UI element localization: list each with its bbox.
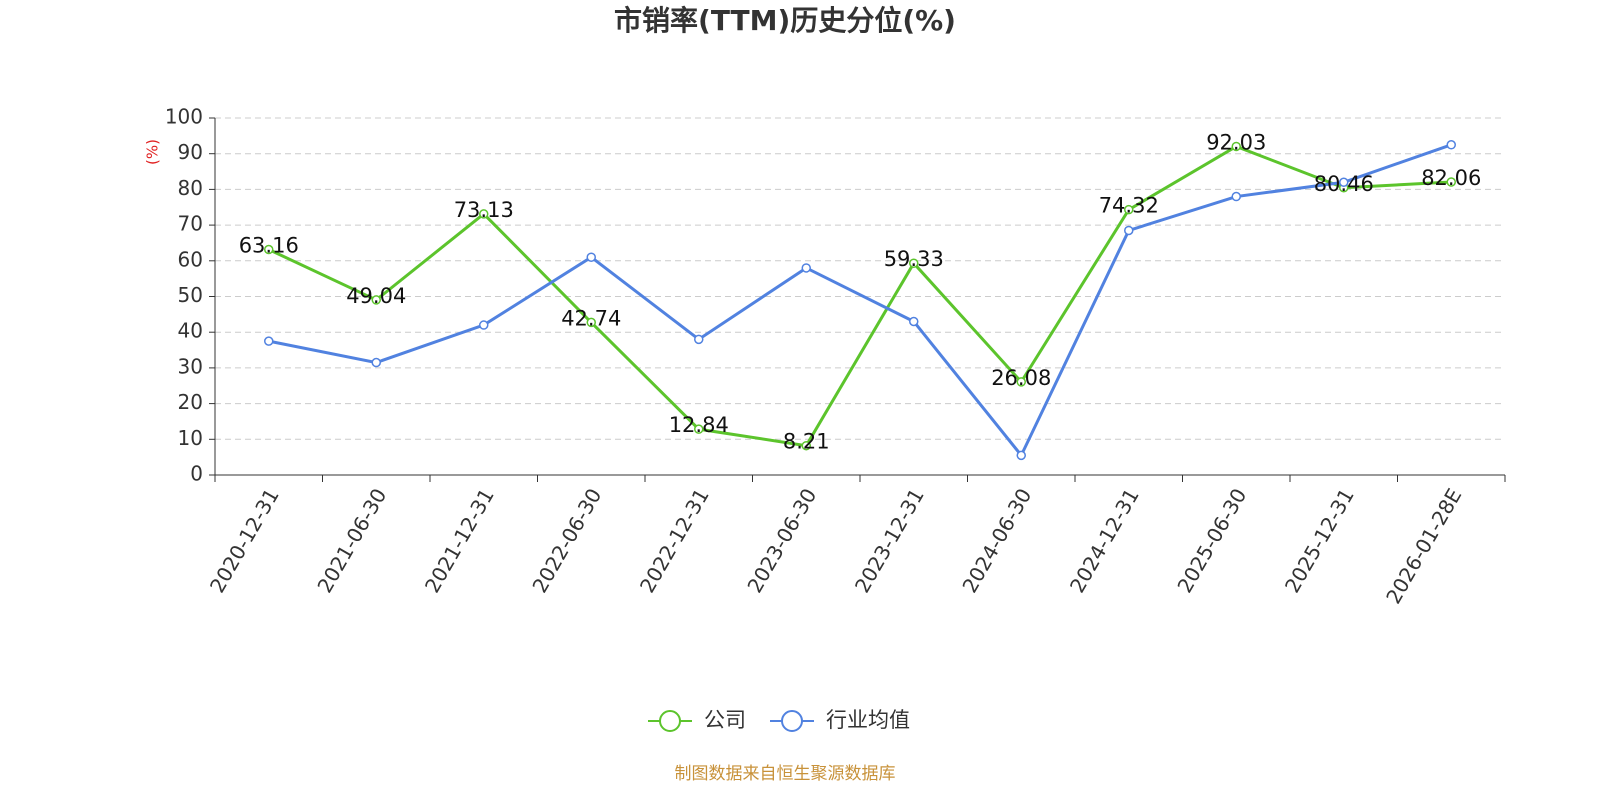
data-label: 73.13 xyxy=(454,198,514,222)
data-label: 8.21 xyxy=(783,430,830,454)
data-point xyxy=(479,209,489,219)
data-point xyxy=(694,424,704,434)
x-tick-label: 2026-01-28E xyxy=(1381,484,1466,608)
chart-title: 市销率(TTM)历史分位(%) xyxy=(614,4,956,37)
legend-label: 公司 xyxy=(704,708,746,732)
series-line xyxy=(268,144,1452,448)
data-label: 74.32 xyxy=(1099,194,1159,218)
data-point xyxy=(1231,141,1241,152)
data-point xyxy=(1124,225,1134,236)
data-point xyxy=(1016,377,1026,387)
source-note: 制图数据来自恒生聚源数据库 xyxy=(675,764,896,784)
data-point xyxy=(909,316,919,327)
x-tick-label: 2022-06-30 xyxy=(527,484,606,597)
y-tick-label: 10 xyxy=(178,426,203,450)
series-line xyxy=(268,143,1452,459)
data-point xyxy=(1231,191,1241,202)
data-label: 92.03 xyxy=(1206,130,1266,154)
data-point xyxy=(801,263,811,273)
data-label: 82.06 xyxy=(1421,166,1481,190)
data-point xyxy=(586,252,596,262)
data-point xyxy=(264,336,274,346)
x-tick-label: 2024-06-30 xyxy=(957,484,1036,597)
x-tick-label: 2020-12-31 xyxy=(205,484,284,597)
data-label: 12.84 xyxy=(669,413,729,437)
data-label: 63.16 xyxy=(239,234,299,258)
y-tick-label: 0 xyxy=(190,462,203,486)
legend-label: 行业均值 xyxy=(826,708,910,732)
legend-marker xyxy=(659,710,681,732)
data-point xyxy=(801,440,811,451)
data-label: 49.04 xyxy=(346,284,406,308)
data-point xyxy=(264,244,274,255)
y-tick-label: 30 xyxy=(178,354,203,378)
data-point xyxy=(479,320,489,330)
data-label: 26.08 xyxy=(991,366,1051,390)
y-tick-label: 90 xyxy=(178,140,203,164)
y-tick-label: 100 xyxy=(165,105,203,129)
data-point xyxy=(909,258,919,268)
data-point xyxy=(1446,140,1456,150)
data-point xyxy=(1016,450,1026,461)
data-point xyxy=(371,357,381,368)
x-tick-label: 2023-12-31 xyxy=(850,484,929,597)
y-tick-label: 70 xyxy=(178,212,203,236)
x-tick-label: 2022-12-31 xyxy=(635,484,714,597)
data-point xyxy=(1446,177,1456,187)
y-tick-label: 80 xyxy=(178,176,203,200)
x-tick-label: 2025-06-30 xyxy=(1172,484,1251,597)
data-label: 59.33 xyxy=(884,247,944,271)
data-point xyxy=(586,317,596,328)
x-tick-label: 2025-12-31 xyxy=(1280,484,1359,597)
y-axis-label: (%) xyxy=(144,139,162,165)
x-tick-label: 2021-06-30 xyxy=(312,484,391,597)
x-tick-label: 2024-12-31 xyxy=(1065,484,1144,597)
legend-marker xyxy=(781,710,803,732)
x-tick-label: 2023-06-30 xyxy=(742,484,821,597)
y-tick-label: 60 xyxy=(178,247,203,271)
data-label: 42.74 xyxy=(561,306,621,330)
y-tick-label: 40 xyxy=(178,319,203,343)
data-point xyxy=(694,334,704,345)
x-tick-label: 2021-12-31 xyxy=(420,484,499,597)
data-point xyxy=(371,295,381,305)
data-point xyxy=(1124,204,1134,215)
y-tick-label: 20 xyxy=(178,390,203,414)
data-point xyxy=(1339,177,1349,188)
y-tick-label: 50 xyxy=(178,283,203,307)
